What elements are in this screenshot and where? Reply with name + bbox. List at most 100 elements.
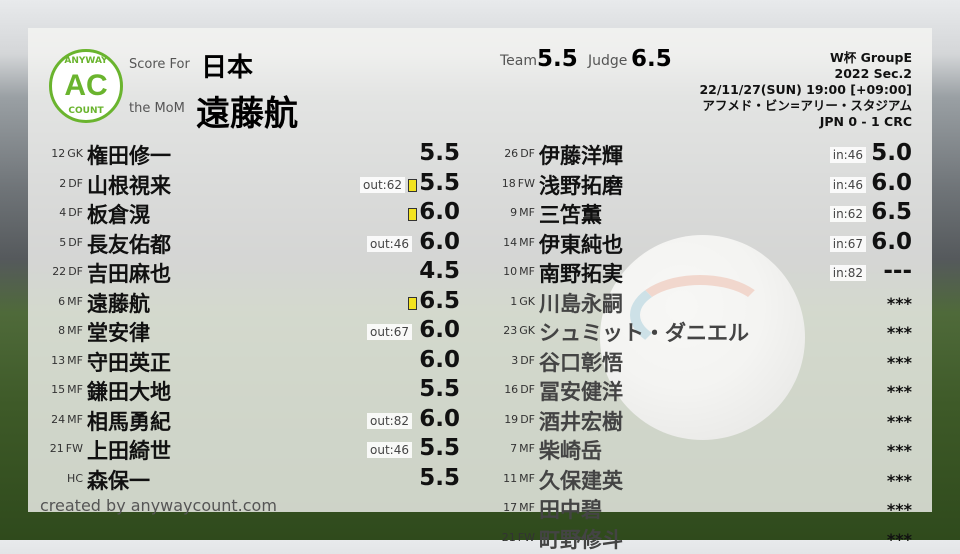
player-number: 13	[51, 353, 66, 367]
player-number-position: 4 DF	[0, 206, 83, 219]
player-position: MF	[519, 471, 535, 485]
player-score: 5.5	[419, 169, 460, 196]
player-position: GK	[519, 294, 535, 308]
player-position: MF	[519, 501, 535, 514]
player-position: MF	[67, 353, 83, 367]
player-position: FW	[517, 176, 535, 190]
player-name: 長友佑都	[87, 232, 171, 257]
player-score: ***	[886, 500, 912, 519]
player-number-position: 13 MF	[0, 354, 83, 367]
ratings-panel	[28, 28, 932, 512]
player-position: MF	[67, 324, 83, 337]
player-score: 6.0	[419, 405, 460, 432]
player-score: 6.0	[419, 346, 460, 373]
player-score: 6.0	[419, 199, 460, 225]
player-position: MF	[519, 442, 535, 455]
player-number-position: 21 FW	[470, 531, 535, 544]
player-position: GK	[67, 147, 83, 160]
player-score: ***	[886, 352, 912, 372]
player-position: HC	[67, 471, 83, 485]
yellow-card-icon	[408, 296, 417, 310]
player-number: 19	[504, 412, 519, 426]
player-number-position: 3 DF	[470, 354, 535, 367]
player-position: MF	[519, 206, 535, 219]
player-number-position: 26 DF	[470, 147, 535, 160]
player-number-position: HC	[0, 472, 83, 485]
score-for-label: Score For	[129, 57, 190, 72]
player-position: DF	[520, 412, 535, 426]
player-position: DF	[68, 265, 83, 278]
player-number-position: 12 GK	[0, 147, 83, 160]
player-score: 5.5	[419, 435, 460, 461]
player-number: 10	[503, 265, 518, 278]
competition: W杯 GroupE	[829, 50, 912, 65]
player-number: 21	[501, 530, 516, 544]
player-name: 伊藤洋輝	[539, 144, 623, 168]
player-name: 三笘薫	[539, 203, 602, 227]
player-position: MF	[519, 265, 535, 278]
player-name: 久保建英	[539, 468, 623, 493]
player-number: 1	[510, 294, 518, 308]
player-name: 酒井宏樹	[539, 409, 623, 434]
yellow-card-icon	[408, 208, 417, 221]
player-score: ***	[886, 382, 912, 401]
player-position: FW	[517, 530, 535, 544]
player-number-position: 24 MF	[0, 413, 83, 426]
player-position: MF	[67, 294, 83, 308]
player-score: ***	[886, 470, 912, 490]
player-name: 田中碧	[539, 498, 602, 522]
player-position: DF	[68, 206, 83, 219]
player-name: 上田綺世	[87, 439, 171, 463]
player-position: DF	[520, 147, 535, 160]
player-score: 6.0	[871, 228, 912, 255]
player-number-position: 10 MF	[470, 265, 535, 278]
team-score: 5.5	[537, 46, 578, 72]
player-number: 14	[503, 235, 518, 249]
player-name: シュミット・ダニエル	[539, 321, 749, 345]
player-position: DF	[520, 383, 535, 396]
player-score: ***	[886, 323, 912, 342]
player-number-position: 7 MF	[470, 442, 535, 455]
substitution-badge: out:62	[360, 176, 405, 193]
player-number-position: 18 FW	[470, 177, 535, 190]
credit-text: created by anywaycount.com	[40, 496, 277, 515]
player-name: 谷口彰悟	[539, 350, 623, 375]
substitution-badge: in:46	[829, 147, 866, 163]
player-number: 6	[58, 294, 66, 308]
player-number: 15	[51, 383, 66, 396]
player-number: 26	[504, 147, 519, 160]
player-name: 冨安健洋	[539, 380, 623, 404]
player-score: 4.5	[419, 258, 460, 284]
player-position: GK	[519, 324, 535, 337]
player-number-position: 17 MF	[470, 501, 535, 514]
player-number: 21	[49, 442, 64, 455]
player-position: DF	[68, 235, 83, 249]
player-score: 6.0	[419, 228, 460, 255]
player-number: 22	[52, 265, 67, 278]
substitution-badge: out:67	[367, 324, 412, 340]
player-name: 板倉滉	[87, 203, 150, 227]
player-score: 5.5	[419, 464, 460, 491]
player-score: ***	[886, 293, 912, 313]
logo-top-text: ANYWAY	[64, 56, 108, 66]
player-number: 11	[503, 471, 518, 485]
anywaycount-logo: ANYWAY AC COUNT	[49, 49, 123, 123]
match-datetime: 22/11/27(SUN) 19:00 [+09:00]	[699, 82, 912, 97]
player-score: 6.5	[871, 199, 912, 225]
player-number-position: 11 MF	[470, 472, 535, 485]
player-score: 6.5	[419, 287, 460, 314]
player-number-position: 23 GK	[470, 324, 535, 337]
substitution-badge: out:46	[367, 235, 412, 252]
player-number: 18	[501, 176, 516, 190]
team-name: 日本	[201, 53, 254, 83]
player-name: 森保一	[87, 468, 150, 493]
player-number: 24	[51, 412, 66, 426]
player-number-position: 16 DF	[470, 383, 535, 396]
player-name: 伊東純也	[539, 232, 623, 257]
player-position: MF	[67, 412, 83, 426]
player-number: 4	[59, 206, 67, 219]
player-number: 3	[511, 353, 519, 367]
logo-bottom-text: COUNT	[68, 106, 104, 116]
judge-score-label: Judge	[588, 53, 628, 69]
player-position: MF	[519, 235, 535, 249]
